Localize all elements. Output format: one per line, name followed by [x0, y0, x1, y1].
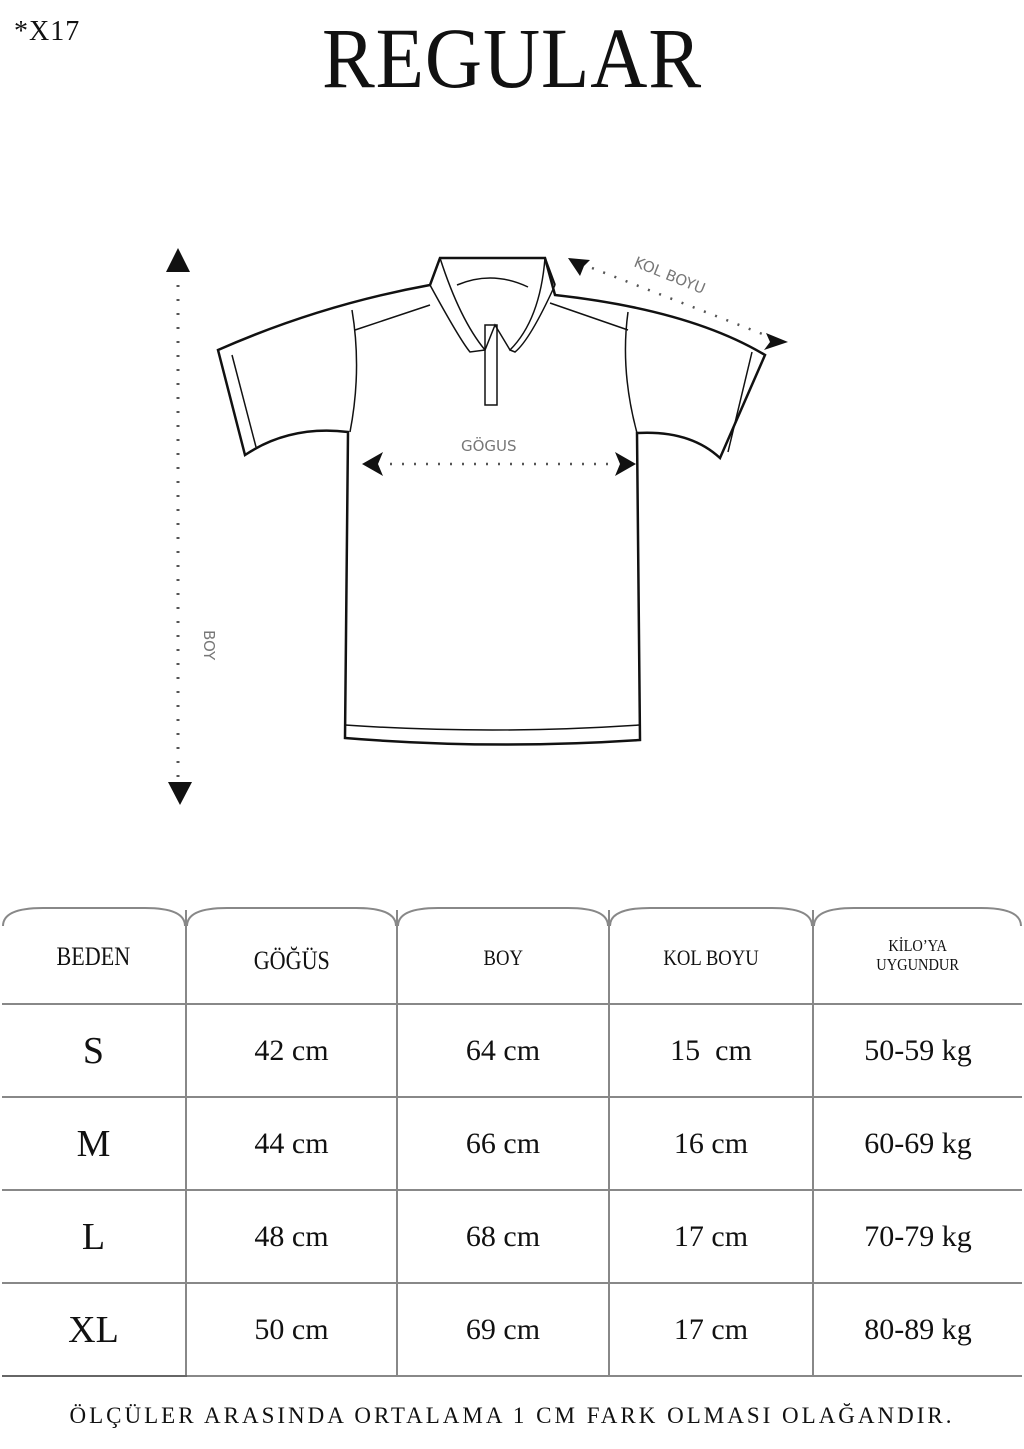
header-length: BOY	[396, 910, 610, 1005]
cell-sleeve: 17 cm	[608, 1282, 814, 1377]
table-row: L 48 cm 68 cm 17 cm 70-79 kg	[2, 1189, 1022, 1284]
cell-length: 66 cm	[396, 1096, 610, 1191]
cell-sleeve: 16 cm	[608, 1096, 814, 1191]
chest-arrow	[362, 452, 636, 476]
cell-weight: 70-79 kg	[812, 1189, 1022, 1284]
cell-sleeve: 17 cm	[608, 1189, 814, 1284]
footer-note: ÖLÇÜLER ARASINDA ORTALAMA 1 CM FARK OLMA…	[69, 1403, 955, 1428]
table-header-row: BEDEN GÖĞÜS BOY KOL BOYU KİLO’YA UYGUNDUR	[2, 910, 1022, 1005]
cell-chest: 48 cm	[185, 1189, 398, 1284]
cell-weight: 80-89 kg	[812, 1282, 1022, 1377]
header-sleeve: KOL BOYU	[608, 910, 814, 1005]
cell-weight: 50-59 kg	[812, 1003, 1022, 1098]
header-chest: GÖĞÜS	[185, 910, 398, 1005]
length-label: BOY	[200, 630, 218, 661]
polo-shirt-outline	[216, 256, 767, 746]
cell-size: S	[2, 1003, 187, 1098]
table-row: S 42 cm 64 cm 15 cm 50-59 kg	[2, 1003, 1022, 1098]
length-arrow	[166, 248, 192, 805]
header-size: BEDEN	[2, 910, 187, 1005]
cell-size: L	[2, 1189, 187, 1284]
chest-label: GÖGUS	[461, 436, 517, 455]
header-weight-line2: UYGUNDUR	[876, 955, 960, 974]
sleeve-label: KOL BOYU	[632, 253, 708, 298]
cell-weight: 60-69 kg	[812, 1096, 1022, 1191]
cell-length: 64 cm	[396, 1003, 610, 1098]
cell-size: M	[2, 1096, 187, 1191]
table-row: M 44 cm 66 cm 16 cm 60-69 kg	[2, 1096, 1022, 1191]
table-row: XL 50 cm 69 cm 17 cm 80-89 kg	[2, 1282, 1022, 1377]
sleeve-arrow	[568, 258, 788, 350]
polo-shirt-diagram: BOY GÖGUS KOL BOYU	[166, 248, 788, 805]
cell-chest: 42 cm	[185, 1003, 398, 1098]
cell-chest: 44 cm	[185, 1096, 398, 1191]
cell-length: 68 cm	[396, 1189, 610, 1284]
product-code: *X17	[14, 16, 81, 47]
size-chart-table: BEDEN GÖĞÜS BOY KOL BOYU KİLO’YA UYGUNDUR…	[2, 910, 1022, 1377]
cell-size: XL	[2, 1282, 187, 1377]
cell-length: 69 cm	[396, 1282, 610, 1377]
cell-chest: 50 cm	[185, 1282, 398, 1377]
header-weight: KİLO’YA UYGUNDUR	[812, 910, 1022, 1005]
cell-sleeve: 15 cm	[608, 1003, 814, 1098]
header-weight-line1: KİLO’YA	[888, 936, 948, 955]
page-title: REGULAR	[321, 10, 703, 106]
